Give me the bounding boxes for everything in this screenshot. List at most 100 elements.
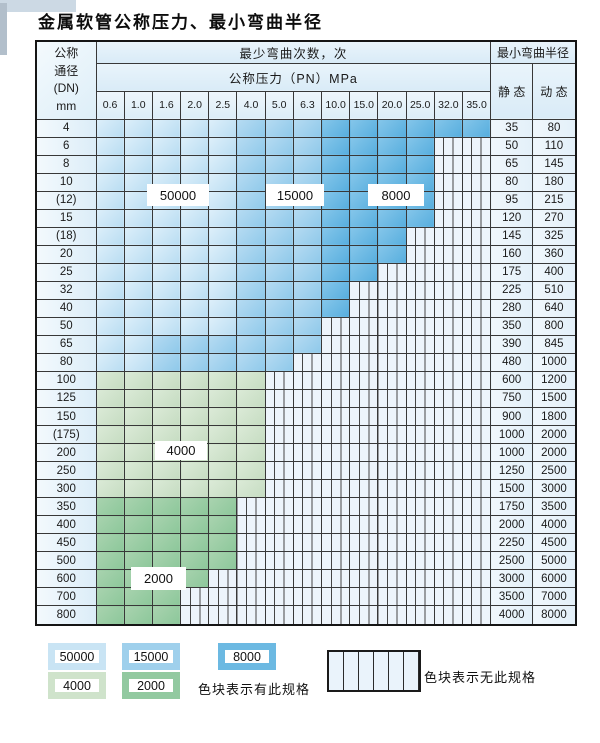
no-spec-cell bbox=[405, 479, 435, 499]
spec-cell-4000 bbox=[236, 425, 266, 445]
spec-cell-50000 bbox=[151, 280, 182, 300]
no-spec-cell bbox=[461, 569, 492, 589]
static-value: 95 bbox=[490, 190, 534, 210]
table-row: 100 600 1200 bbox=[35, 370, 577, 390]
spec-cell-50000 bbox=[208, 316, 238, 336]
spec-cell-50000 bbox=[95, 190, 125, 210]
legend-has-spec-text: 色块表示有此规格 bbox=[198, 682, 311, 697]
spec-cell-15000 bbox=[292, 208, 323, 228]
no-spec-cell bbox=[292, 388, 323, 409]
dynamic-value: 1200 bbox=[532, 370, 577, 390]
no-spec-cell bbox=[405, 569, 435, 589]
no-spec-cell bbox=[236, 569, 266, 589]
no-spec-cell bbox=[377, 443, 407, 463]
dn-cell: 100 bbox=[35, 370, 97, 390]
dn-cell: 600 bbox=[35, 569, 97, 589]
spec-cell-15000 bbox=[264, 298, 294, 318]
spec-cell-4000 bbox=[151, 406, 182, 427]
no-spec-cell bbox=[264, 370, 294, 390]
no-spec-cell bbox=[461, 443, 492, 463]
no-spec-cell bbox=[320, 406, 351, 427]
no-spec-cell bbox=[461, 551, 492, 571]
spec-cell-8000 bbox=[349, 118, 379, 138]
spec-cell-2000 bbox=[180, 515, 210, 535]
spec-cell-4000 bbox=[123, 461, 153, 481]
spec-cell-50000 bbox=[123, 136, 153, 156]
table-row: 125 750 1500 bbox=[35, 388, 577, 409]
spec-cell-50000 bbox=[95, 226, 125, 246]
spec-cell-2000 bbox=[95, 605, 125, 626]
no-spec-cell bbox=[433, 461, 463, 481]
static-value: 1750 bbox=[490, 497, 534, 517]
no-spec-cell bbox=[377, 515, 407, 535]
static-value: 50 bbox=[490, 136, 534, 156]
spec-cell-50000 bbox=[208, 190, 238, 210]
spec-cell-50000 bbox=[123, 172, 153, 192]
spec-cell-8000 bbox=[320, 172, 351, 192]
spec-cell-50000 bbox=[123, 226, 153, 246]
spec-cell-15000 bbox=[236, 352, 266, 372]
no-spec-cell bbox=[180, 587, 210, 607]
no-spec-cell bbox=[405, 262, 435, 282]
no-spec-cell bbox=[461, 298, 492, 318]
dynamic-value: 215 bbox=[532, 190, 577, 210]
spec-cell-15000 bbox=[236, 298, 266, 318]
spec-cell-50000 bbox=[95, 352, 125, 372]
spec-cell-15000 bbox=[236, 262, 266, 282]
scan-artifact-edge bbox=[0, 3, 7, 55]
dynamic-value: 845 bbox=[532, 334, 577, 354]
spec-cell-15000 bbox=[292, 280, 323, 300]
spec-cell-15000 bbox=[151, 352, 182, 372]
spec-cell-50000 bbox=[123, 334, 153, 354]
spec-cell-2000 bbox=[208, 551, 238, 571]
dynamic-value: 1000 bbox=[532, 352, 577, 372]
no-spec-cell bbox=[377, 262, 407, 282]
spec-cell-4000 bbox=[123, 406, 153, 427]
no-spec-cell bbox=[433, 443, 463, 463]
spec-cell-50000 bbox=[95, 316, 125, 336]
dynamic-value: 800 bbox=[532, 316, 577, 336]
no-spec-cell bbox=[377, 298, 407, 318]
dynamic-value: 360 bbox=[532, 244, 577, 264]
spec-cell-2000 bbox=[123, 587, 153, 607]
dn-cell: 450 bbox=[35, 533, 97, 553]
spec-cell-2000 bbox=[95, 515, 125, 535]
pressure-header: 公称压力（PN）MPa bbox=[95, 62, 492, 92]
pressure-tick: 2.5 bbox=[208, 90, 238, 120]
no-spec-cell bbox=[433, 154, 463, 174]
spec-cell-15000 bbox=[208, 334, 238, 354]
no-spec-cell bbox=[349, 298, 379, 318]
no-spec-cell bbox=[349, 569, 379, 589]
no-spec-cell bbox=[377, 497, 407, 517]
no-spec-cell bbox=[236, 605, 266, 626]
no-spec-cell bbox=[208, 605, 238, 626]
no-spec-cell bbox=[349, 334, 379, 354]
dynamic-value: 3000 bbox=[532, 479, 577, 499]
no-spec-cell bbox=[349, 370, 379, 390]
legend-chip-15000: 15000 bbox=[122, 643, 180, 670]
no-spec-cell bbox=[433, 515, 463, 535]
no-spec-cell bbox=[461, 479, 492, 499]
spec-cell-2000 bbox=[95, 551, 125, 571]
dn-cell: 6 bbox=[35, 136, 97, 156]
spec-cell-15000 bbox=[264, 262, 294, 282]
no-spec-cell bbox=[433, 605, 463, 626]
table-row: 6 50 110 bbox=[35, 136, 577, 156]
spec-cell-50000 bbox=[208, 208, 238, 228]
spec-cell-4000 bbox=[236, 461, 266, 481]
no-spec-cell bbox=[264, 497, 294, 517]
static-value: 4000 bbox=[490, 605, 534, 626]
no-spec-cell bbox=[320, 605, 351, 626]
table-row: 450 2250 4500 bbox=[35, 533, 577, 553]
no-spec-cell bbox=[377, 370, 407, 390]
dynamic-value: 3500 bbox=[532, 497, 577, 517]
no-spec-cell bbox=[405, 551, 435, 571]
dn-cell: 350 bbox=[35, 497, 97, 517]
spec-cell-4000 bbox=[151, 370, 182, 390]
dn-cell: 40 bbox=[35, 298, 97, 318]
spec-cell-8000 bbox=[320, 244, 351, 264]
spec-cell-4000 bbox=[208, 370, 238, 390]
spec-cell-15000 bbox=[292, 118, 323, 138]
spec-cell-8000 bbox=[461, 118, 492, 138]
no-spec-cell bbox=[292, 605, 323, 626]
